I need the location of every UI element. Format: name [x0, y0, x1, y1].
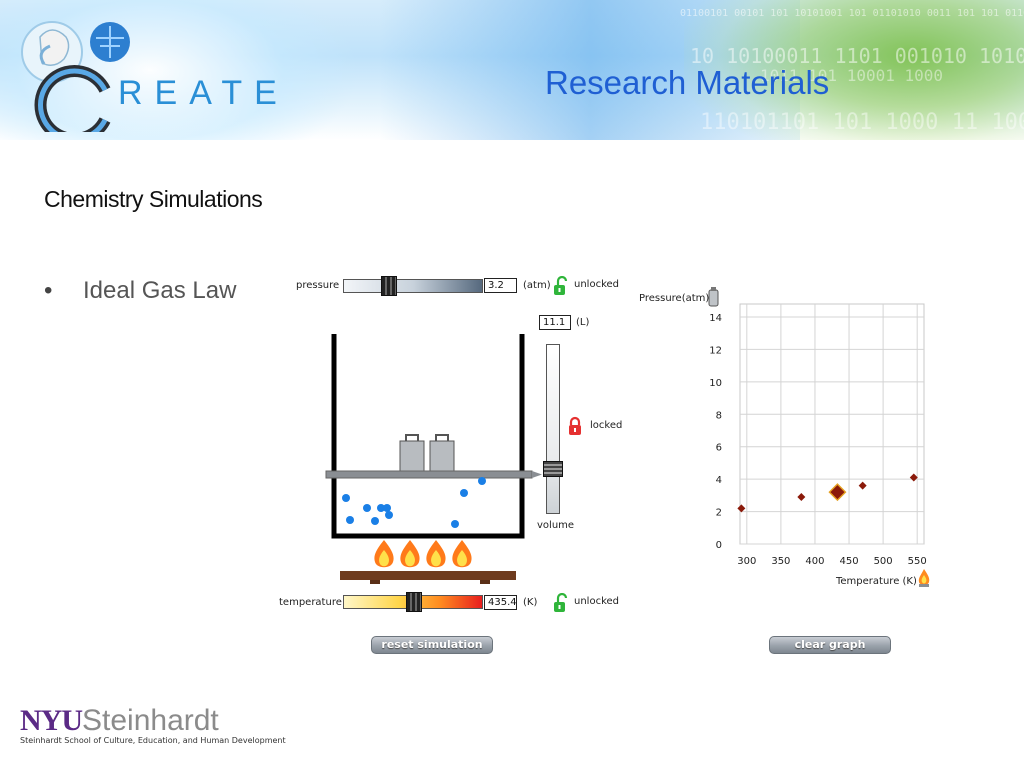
burner-flames [374, 540, 472, 568]
x-axis-label: Temperature (K) [835, 576, 917, 587]
pressure-slider-thumb[interactable] [381, 276, 398, 296]
data-point [797, 492, 806, 501]
y-tick-label: 12 [709, 345, 722, 356]
weights-group [399, 434, 455, 472]
reset-simulation-button[interactable]: reset simulation [371, 636, 493, 654]
flame-icon [452, 540, 472, 568]
nyu-wordmark: NYU [20, 704, 83, 737]
flame-icon [918, 569, 930, 587]
binary-decoration: 01100101 00101 101 10101001 101 01101010… [680, 8, 1024, 19]
header-green-decoration [684, 0, 1024, 140]
y-tick-label: 8 [716, 410, 722, 421]
x-tick-label: 450 [839, 556, 858, 567]
x-tick-label: 550 [908, 556, 927, 567]
create-logo-text: REATE [118, 74, 289, 112]
gas-particle [377, 504, 385, 512]
page-title: Research Materials [545, 64, 830, 101]
data-point [858, 481, 867, 490]
y-axis-label: Pressure(atm) [639, 293, 709, 304]
y-tick-label: 0 [716, 540, 722, 551]
gas-container [325, 334, 542, 584]
pressure-slider[interactable] [343, 276, 483, 296]
flame-icon [374, 540, 394, 568]
pressure-lock-state: unlocked [574, 279, 620, 290]
x-tick-labels: 300 350 400 450 500 550 [737, 556, 926, 567]
pressure-value-field[interactable]: 3.2 [484, 278, 517, 293]
binary-decoration: 110101101 101 1000 11 10011 [700, 110, 1024, 135]
y-tick-label: 14 [709, 313, 722, 324]
school-subtitle: Steinhardt School of Culture, Education,… [20, 736, 286, 745]
container-walls [331, 334, 525, 539]
weight-icon [429, 434, 455, 472]
bullet-text: Ideal Gas Law [83, 277, 237, 304]
x-tick-label: 500 [874, 556, 893, 567]
y-tick-labels: 0 2 4 6 8 10 12 14 [709, 313, 722, 551]
temperature-lock-state: unlocked [574, 596, 620, 607]
pressure-temperature-graph: Pressure(atm) 0 2 4 6 8 10 12 14 300 350 400 450 50… [639, 287, 930, 587]
bullet-marker: • [44, 277, 53, 304]
plot-area [739, 303, 925, 545]
flame-icon [400, 540, 420, 568]
unlocked-padlock-icon[interactable] [553, 276, 569, 296]
gas-particle [363, 504, 371, 512]
pressure-gauge-icon [708, 287, 719, 307]
binary-decoration: 10 10100011 1101 001010 1010000 [690, 44, 1024, 68]
pressure-unit: (atm) [523, 280, 551, 291]
volume-value-field[interactable]: 11.1 [539, 315, 571, 330]
binary-decoration: 1011 101 10001 1000 [760, 66, 944, 85]
x-tick-label: 350 [771, 556, 790, 567]
volume-lock-state: locked [590, 420, 623, 431]
nyu-steinhardt-logo: NYUSteinhardt [20, 704, 219, 738]
create-logo-icon [21, 21, 130, 132]
flame-icon [426, 540, 446, 568]
section-title: Chemistry Simulations [44, 186, 263, 212]
graph-grid [739, 303, 925, 545]
gas-particle [460, 489, 468, 497]
y-tick-label: 2 [716, 508, 722, 519]
volume-label: volume [537, 520, 575, 531]
temperature-value-field[interactable]: 435.4 [484, 595, 517, 610]
gas-particle [383, 504, 391, 512]
y-tick-label: 6 [716, 443, 722, 454]
y-tick-label: 4 [716, 475, 722, 486]
data-point [909, 473, 918, 482]
gas-particle [451, 520, 459, 528]
x-tick-label: 400 [805, 556, 824, 567]
header-banner: 01100101 00101 101 10101001 101 01101010… [0, 0, 1024, 140]
gas-particles [342, 477, 486, 528]
unlocked-padlock-icon[interactable] [553, 593, 569, 613]
y-tick-label: 10 [709, 378, 722, 389]
weight-icon [399, 434, 425, 472]
temperature-slider[interactable] [343, 592, 483, 612]
data-point [737, 504, 746, 513]
pressure-label: pressure [296, 280, 340, 291]
locked-padlock-icon[interactable] [567, 416, 583, 436]
data-points [737, 473, 918, 513]
x-tick-label: 300 [737, 556, 756, 567]
gas-particle [346, 516, 354, 524]
data-point [830, 485, 845, 500]
piston [325, 470, 542, 479]
clear-graph-button[interactable]: clear graph [769, 636, 891, 654]
volume-slider-thumb[interactable] [543, 460, 563, 477]
burner-plate [340, 571, 516, 580]
steinhardt-wordmark: Steinhardt [82, 704, 219, 737]
temperature-unit: (K) [523, 597, 538, 608]
gas-particle [371, 517, 379, 525]
gas-particle [385, 511, 393, 519]
temperature-label: temperature [279, 597, 342, 608]
volume-unit: (L) [576, 317, 590, 328]
gas-particle [342, 494, 350, 502]
gas-particle [478, 477, 486, 485]
volume-slider[interactable] [543, 344, 563, 514]
temperature-slider-thumb[interactable] [406, 592, 422, 612]
